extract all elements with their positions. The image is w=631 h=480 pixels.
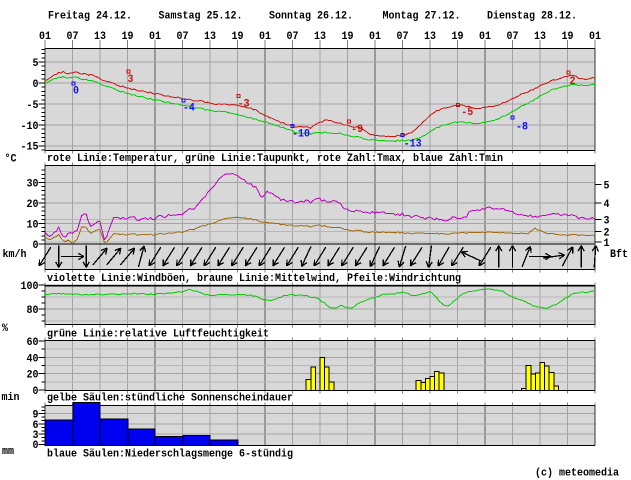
svg-text:-13: -13 — [404, 139, 422, 151]
svg-text:2: 2 — [570, 76, 576, 88]
svg-text:-9: -9 — [351, 124, 363, 136]
svg-text:-10: -10 — [21, 121, 39, 133]
svg-text:13: 13 — [94, 31, 106, 43]
svg-text:Freitag 24.12.: Freitag 24.12. — [48, 10, 132, 22]
svg-text:-3: -3 — [238, 99, 250, 111]
svg-text:5: 5 — [33, 58, 39, 70]
svg-text:0: 0 — [33, 79, 39, 91]
svg-text:01: 01 — [479, 31, 491, 43]
svg-text:0: 0 — [33, 440, 39, 452]
svg-text:min: min — [2, 392, 20, 404]
svg-text:Montag 27.12.: Montag 27.12. — [383, 10, 461, 22]
svg-text:10: 10 — [27, 220, 39, 232]
svg-text:0: 0 — [73, 86, 79, 98]
svg-text:13: 13 — [314, 31, 326, 43]
svg-text:Samstag 25.12.: Samstag 25.12. — [159, 10, 243, 22]
svg-text:3: 3 — [128, 74, 134, 86]
svg-text:9: 9 — [33, 410, 39, 422]
svg-text:°C: °C — [5, 154, 17, 166]
svg-text:01: 01 — [259, 31, 271, 43]
svg-text:19: 19 — [452, 31, 464, 43]
svg-text:(c) meteomedia: (c) meteomedia — [535, 468, 619, 480]
svg-text:Bft: Bft — [610, 249, 628, 261]
svg-text:0: 0 — [33, 386, 39, 398]
svg-text:80: 80 — [27, 305, 39, 317]
svg-text:07: 07 — [67, 31, 79, 43]
svg-text:07: 07 — [287, 31, 299, 43]
svg-text:4: 4 — [604, 199, 610, 211]
svg-text:blaue Säulen:Niederschlagsmeng: blaue Säulen:Niederschlagsmenge 6-stündi… — [47, 449, 293, 461]
svg-text:60: 60 — [27, 337, 39, 349]
svg-text:%: % — [2, 323, 8, 335]
svg-text:gelbe Säulen:stündliche Sonnen: gelbe Säulen:stündliche Sonnenscheindaue… — [47, 393, 293, 405]
svg-text:01: 01 — [149, 31, 161, 43]
svg-text:-4: -4 — [183, 103, 195, 115]
svg-text:-8: -8 — [516, 122, 528, 134]
svg-text:Sonntag 26.12.: Sonntag 26.12. — [269, 10, 353, 22]
svg-text:mm: mm — [2, 446, 14, 458]
svg-text:-10: -10 — [292, 128, 310, 140]
svg-text:01: 01 — [589, 31, 601, 43]
svg-text:40: 40 — [27, 353, 39, 365]
svg-text:13: 13 — [534, 31, 546, 43]
svg-text:13: 13 — [204, 31, 216, 43]
svg-text:07: 07 — [507, 31, 519, 43]
svg-text:-5: -5 — [27, 100, 39, 112]
svg-text:20: 20 — [27, 199, 39, 211]
svg-text:-15: -15 — [21, 142, 39, 154]
svg-text:5: 5 — [604, 181, 610, 193]
svg-text:violette Linie:Windböen, braun: violette Linie:Windböen, braune Linie:Mi… — [47, 273, 461, 285]
svg-text:0: 0 — [33, 240, 39, 252]
svg-text:Dienstag 28.12.: Dienstag 28.12. — [487, 10, 577, 22]
svg-text:19: 19 — [562, 31, 574, 43]
svg-text:2: 2 — [604, 228, 610, 240]
svg-text:01: 01 — [369, 31, 381, 43]
svg-text:6: 6 — [33, 420, 39, 432]
svg-text:07: 07 — [177, 31, 189, 43]
svg-text:20: 20 — [27, 370, 39, 382]
svg-text:rote Linie:Temperatur, grüne L: rote Linie:Temperatur, grüne Linie:Taupu… — [47, 153, 503, 165]
svg-text:01: 01 — [39, 31, 51, 43]
svg-text:19: 19 — [342, 31, 354, 43]
svg-text:1: 1 — [604, 238, 610, 250]
svg-text:km/h: km/h — [3, 249, 27, 261]
svg-text:grüne Linie:relative Luftfeuch: grüne Linie:relative Luftfeuchtigkeit — [47, 329, 269, 341]
svg-text:19: 19 — [122, 31, 134, 43]
svg-text:19: 19 — [232, 31, 244, 43]
svg-text:13: 13 — [424, 31, 436, 43]
svg-text:3: 3 — [33, 430, 39, 442]
svg-text:30: 30 — [27, 179, 39, 191]
svg-text:-5: -5 — [461, 107, 473, 119]
svg-text:100: 100 — [21, 281, 39, 293]
svg-text:3: 3 — [604, 215, 610, 227]
svg-text:07: 07 — [397, 31, 409, 43]
